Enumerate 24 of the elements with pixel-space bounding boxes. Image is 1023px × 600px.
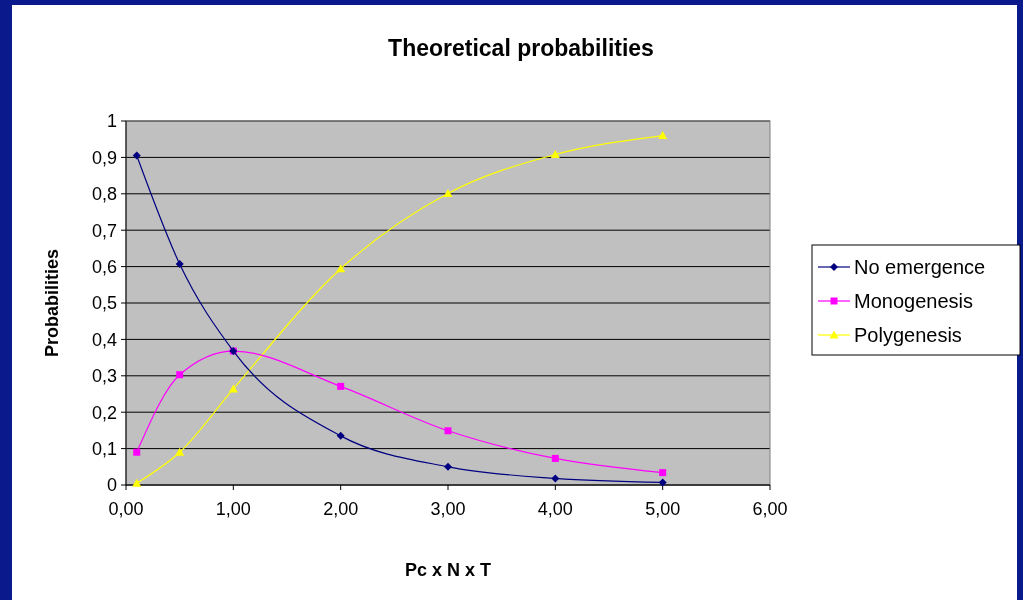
x-tick-label: 3,00: [430, 499, 466, 519]
x-tick-label: 2,00: [323, 499, 359, 519]
y-tick-label: 0,5: [91, 293, 117, 314]
x-tick-label: 4,00: [537, 499, 573, 519]
x-tick-label: 5,00: [645, 499, 681, 519]
y-tick-label: 0,1: [91, 438, 117, 459]
legend-label: Monogenesis: [854, 290, 973, 312]
y-axis-title: Probabilities: [42, 248, 62, 358]
y-tick-label: 0,6: [91, 256, 117, 277]
legend-label: Polygenesis: [854, 324, 962, 346]
x-axis-title: Pc x N x T: [404, 560, 492, 580]
y-tick-label: 0: [106, 475, 117, 496]
legend-label: No emergence: [854, 256, 986, 278]
y-tick-label: 0,3: [91, 366, 117, 387]
y-tick-label: 0,4: [91, 329, 117, 350]
y-tick-label: 0,2: [91, 402, 117, 423]
chart-title: Theoretical probabilities: [388, 35, 654, 61]
x-tick-label: 0,00: [108, 499, 144, 519]
x-tick-label: 1,00: [215, 499, 251, 519]
y-tick-label: 0,9: [91, 147, 117, 168]
x-tick-label: 6,00: [752, 499, 788, 519]
y-tick-label: 0,8: [91, 184, 117, 205]
y-tick-label: 1: [106, 111, 117, 132]
y-tick-label: 0,7: [91, 220, 117, 241]
